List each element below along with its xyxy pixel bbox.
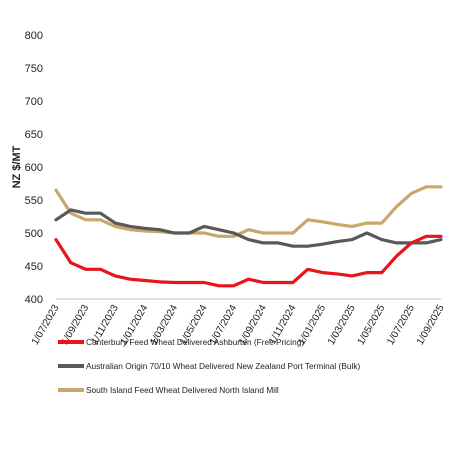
y-axis: 400 450 500 550 600 650 700 750 800 [25,30,43,306]
y-tick-label: 700 [25,96,43,108]
y-tick-label: 800 [25,30,43,42]
legend-swatch [58,340,84,344]
y-tick-label: 750 [25,63,43,75]
y-axis-label: NZ $/MT [11,145,23,188]
legend-label: South Island Feed Wheat Delivered North … [86,385,279,395]
y-tick-label: 500 [25,228,43,240]
legend-swatch [58,364,84,368]
legend-label: Canterbury Feed Wheat Delivered Ashburto… [86,337,305,347]
series-line-2 [54,208,443,248]
legend-item: South Island Feed Wheat Delivered North … [58,384,448,396]
legend: Canterbury Feed Wheat Delivered Ashburto… [58,336,448,408]
series-line-1 [54,234,443,288]
x-tick-label: 1/07/2023 [30,303,62,347]
y-tick-label: 450 [25,261,43,273]
y-axis-label-group: NZ $/MT [11,145,23,188]
y-tick-label: 400 [25,294,43,306]
y-tick-label: 550 [25,195,43,207]
legend-item: Australian Origin 70/10 Wheat Delivered … [58,360,448,372]
y-tick-label: 650 [25,129,43,141]
series-line-3 [54,185,443,238]
series-lines [54,185,443,288]
y-tick-label: 600 [25,162,43,174]
legend-item: Canterbury Feed Wheat Delivered Ashburto… [58,336,448,348]
legend-label: Australian Origin 70/10 Wheat Delivered … [86,361,361,371]
legend-swatch [58,388,84,392]
